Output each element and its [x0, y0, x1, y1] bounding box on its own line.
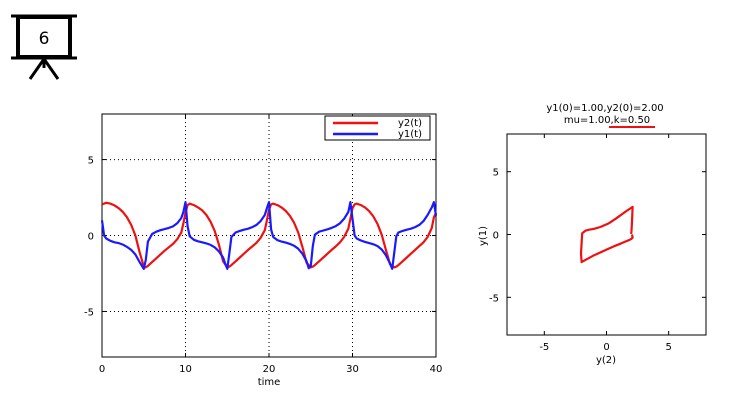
axis-ticks: -5 0 5 -5 0 5 — [489, 134, 706, 353]
chart-subtitle: mu=1.00,k=0.50 — [564, 115, 650, 126]
y-tick-label: -5 — [84, 307, 94, 318]
slide-number: 6 — [39, 29, 50, 49]
x-tick-label: 0 — [99, 364, 105, 375]
legend-label-y2: y2(t) — [398, 118, 422, 129]
plot-frame — [506, 133, 707, 336]
series-group — [100, 201, 438, 270]
x-tick-label: 40 — [430, 364, 443, 375]
series-line-y1t — [100, 201, 438, 270]
x-axis-label: y(2) — [596, 355, 616, 366]
y-axis-label: y(1) — [478, 226, 489, 246]
series-line — [579, 205, 634, 264]
time-series-chart: 0 10 20 30 40 -5 0 5 time y2(t) y1(t) — [84, 113, 442, 388]
legend-label-y1: y1(t) — [398, 129, 422, 140]
x-tick-label: 30 — [346, 364, 359, 375]
y-tick-label: 0 — [493, 231, 499, 242]
x-tick-label: -5 — [539, 342, 549, 353]
legend-box — [324, 115, 431, 141]
series-group — [579, 205, 634, 264]
x-axis-label: time — [258, 377, 281, 388]
x-tick-label: 20 — [263, 364, 276, 375]
presentation-board-icon: 6 — [11, 14, 77, 80]
y-tick-label: 5 — [88, 156, 94, 167]
y-tick-label: -5 — [489, 293, 499, 304]
chart-title: y1(0)=1.00,y2(0)=2.00 — [546, 103, 663, 114]
legend: y2(t) y1(t) — [324, 115, 431, 141]
y-tick-label: 5 — [493, 168, 499, 179]
x-tick-label: 0 — [603, 342, 609, 353]
axis-ticks: 0 10 20 30 40 -5 0 5 — [84, 114, 442, 375]
x-tick-label: 5 — [666, 342, 672, 353]
y-tick-label: 0 — [88, 232, 94, 243]
phase-plot-chart: y1(0)=1.00,y2(0)=2.00 mu=1.00,k=0.50 -5 0… — [478, 103, 707, 366]
grid — [102, 114, 436, 357]
x-tick-label: 10 — [179, 364, 192, 375]
